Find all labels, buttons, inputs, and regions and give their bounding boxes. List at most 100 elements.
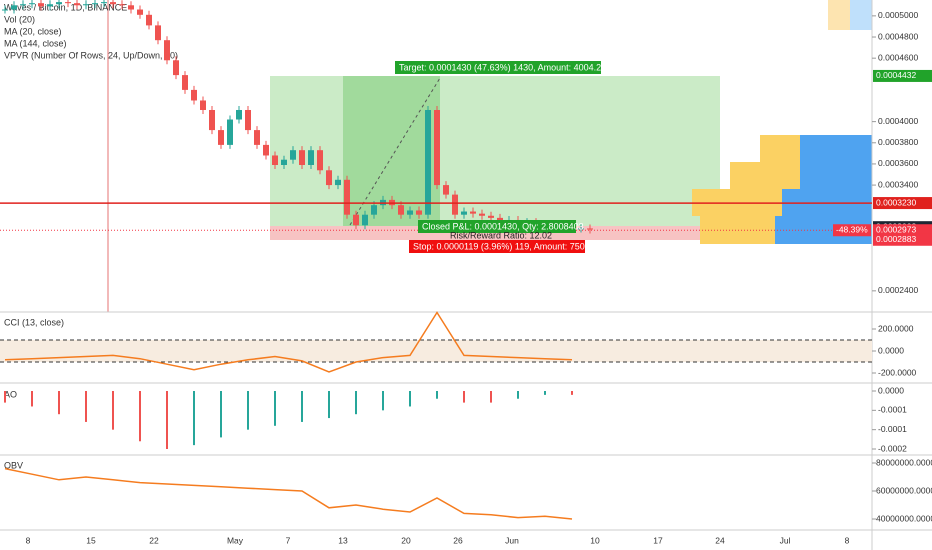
candle [38, 3, 44, 7]
price-marker-label: 0.0004432 [876, 70, 916, 80]
ao-bar [193, 391, 195, 446]
price-label: 0.0004600 [878, 52, 918, 62]
candle [119, 4, 125, 6]
date-label: 15 [86, 535, 96, 545]
candle [182, 75, 188, 90]
candle [65, 2, 71, 4]
price-marker-label: 0.0002973 [876, 224, 916, 234]
candle [191, 89, 197, 101]
ao-bar [112, 391, 114, 430]
candle [263, 144, 269, 156]
candle [317, 150, 323, 171]
ao-bar [355, 391, 357, 415]
date-label: 7 [286, 535, 291, 545]
change-label: -48.39% [836, 224, 868, 234]
obv-label: 60000000.0000 [876, 485, 932, 495]
price-label: 0.0004000 [878, 116, 918, 126]
date-label: Jun [505, 535, 519, 545]
candle [452, 194, 458, 215]
position-label: Stop: 0.0000119 (3.96%) 119, Amount: 750 [413, 241, 585, 251]
candle [416, 210, 422, 215]
ao-bar [85, 391, 87, 422]
ao-bar [436, 391, 438, 399]
price-marker-label: 0.0003230 [876, 197, 916, 207]
ao-label: -0.0001 [878, 424, 907, 434]
ao-bar [463, 391, 465, 403]
ao-bar [220, 391, 222, 438]
candle [488, 215, 494, 218]
candle [173, 60, 179, 76]
price-label: 0.0003600 [878, 158, 918, 168]
ao-bar [490, 391, 492, 403]
vpvr-bar [800, 162, 872, 190]
candle [218, 130, 224, 145]
candle [29, 3, 35, 5]
legend-item: MA (20, close) [4, 26, 62, 36]
candle [200, 100, 206, 110]
candle [326, 170, 332, 186]
ao-bar [4, 391, 6, 403]
ao-bar [328, 391, 330, 419]
candle [578, 228, 584, 230]
ao-label: -0.0001 [878, 405, 907, 415]
change-badge [833, 224, 871, 237]
candle [83, 4, 89, 6]
cci-label: -200.0000 [878, 367, 917, 377]
candle [110, 2, 116, 5]
candle [398, 205, 404, 215]
ao-label: 0.0000 [878, 385, 904, 395]
candle [236, 109, 242, 120]
candle [74, 3, 80, 6]
position-label: Closed P&L: 0.0001430, Qty: 2.8008403 [422, 221, 584, 231]
candle [2, 9, 8, 11]
price-label: 0.0003800 [878, 137, 918, 147]
obv-line [4, 467, 573, 520]
ao-bar [58, 391, 60, 415]
candle [47, 4, 53, 7]
candle [227, 119, 233, 145]
candle [335, 179, 341, 186]
candle [443, 185, 449, 195]
candle [362, 214, 368, 226]
obv-label: 80000000.0000 [876, 457, 932, 467]
legend-symbol: Waves / Bitcoin, 1D, BINANCE [4, 2, 127, 12]
candle [434, 109, 440, 186]
date-label: 8 [845, 535, 850, 545]
candle [11, 5, 17, 10]
date-label: 20 [401, 535, 411, 545]
pane-title: AO [4, 389, 17, 399]
candle [56, 2, 62, 5]
ao-bar [301, 391, 303, 422]
ao-bar [247, 391, 249, 430]
candle [587, 228, 593, 230]
date-label: 10 [590, 535, 600, 545]
candle [497, 217, 503, 220]
price-label: 0.0003400 [878, 179, 918, 189]
legend-item: MA (144, close) [4, 38, 67, 48]
candle [137, 9, 143, 15]
candle [299, 150, 305, 165]
position-label-bg [395, 61, 601, 74]
candle [461, 211, 467, 215]
candle [407, 210, 413, 215]
price-marker-label: 0.0002883 [876, 234, 916, 244]
candle [281, 159, 287, 165]
price-label: 0.0004800 [878, 31, 918, 41]
obv-label: 40000000.0000 [876, 513, 932, 523]
candle [128, 5, 134, 10]
candle [353, 214, 359, 226]
cci-label: 0.0000 [878, 345, 904, 355]
date-label: 24 [715, 535, 725, 545]
ao-bar [166, 391, 168, 449]
candle [344, 179, 350, 215]
price-marker [873, 224, 932, 237]
date-label: 26 [453, 535, 463, 545]
ao-bar [544, 391, 546, 395]
position-label-bg [409, 240, 585, 253]
candle [470, 211, 476, 214]
candle [101, 2, 107, 4]
price-axis-bg [872, 0, 932, 550]
cci-label: 200.0000 [878, 323, 914, 333]
legend-item: VPVR (Number Of Rows, 24, Up/Down, 70) [4, 50, 178, 60]
